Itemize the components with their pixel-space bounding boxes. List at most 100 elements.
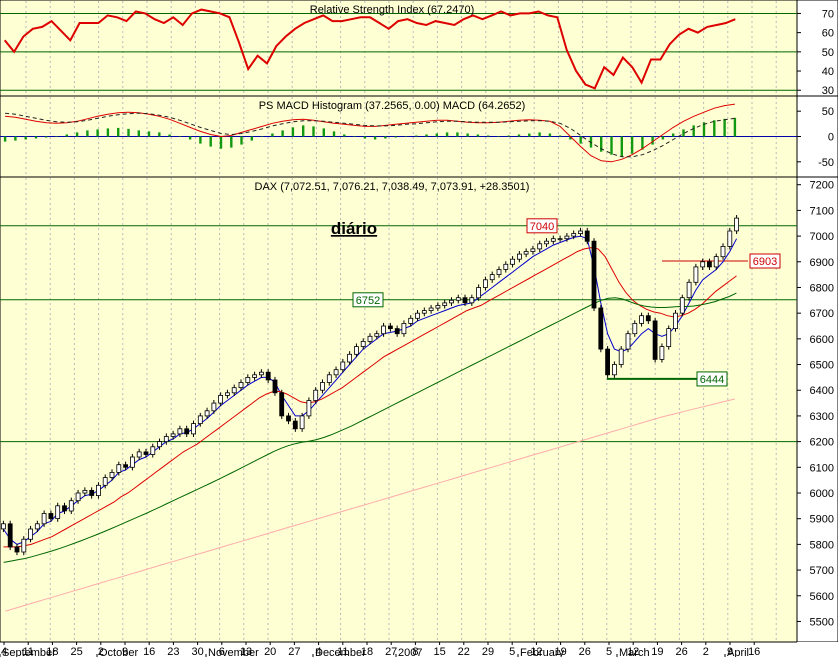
candlestick — [286, 415, 291, 422]
macd-histogram-bar — [291, 127, 295, 137]
x-tick-label: 26 — [579, 646, 591, 657]
candlestick — [652, 320, 658, 360]
candlestick — [89, 489, 95, 496]
macd-histogram-bar — [723, 118, 726, 137]
candlestick — [374, 333, 380, 337]
candlestick — [564, 235, 570, 240]
panel-title: Relative Strength Index (67.2470) — [310, 4, 475, 16]
y-tick-label: 6500 — [810, 360, 834, 372]
macd-histogram-bar — [373, 136, 377, 140]
x-tick-label: 11 — [337, 646, 348, 657]
candlestick — [299, 415, 305, 430]
candlestick — [598, 307, 604, 350]
candlestick — [306, 400, 312, 417]
level-label: 6444 — [700, 374, 724, 386]
candlestick — [421, 310, 427, 314]
macd-histogram-bar — [45, 136, 48, 138]
candlestick — [544, 240, 549, 245]
candlestick — [109, 471, 115, 478]
level-label-box — [352, 292, 384, 308]
x-tick-label: 27 — [288, 646, 300, 657]
x-tick-label: 15 — [433, 646, 445, 657]
macd-histogram-bar — [672, 133, 675, 137]
candlestick — [639, 315, 644, 324]
macd-histogram-bar — [147, 131, 151, 137]
macd-histogram-bar — [620, 136, 623, 157]
dax-plot-area — [0, 176, 798, 643]
candlestick — [326, 374, 332, 383]
x-month-label: September — [2, 647, 56, 657]
candlestick — [632, 322, 638, 335]
candlestick — [401, 322, 407, 335]
macd-histogram-bar — [65, 134, 68, 137]
candlestick — [442, 302, 448, 306]
candlestick — [449, 299, 454, 304]
candlestick — [537, 243, 543, 250]
macd-histogram-bar — [178, 136, 182, 137]
y-tick-label: 60 — [822, 28, 834, 40]
candlestick — [191, 423, 196, 435]
candlestick — [143, 451, 149, 455]
macd-histogram-bar — [445, 132, 449, 137]
y-tick-label: 5700 — [810, 565, 834, 577]
y-tick-label: 7000 — [810, 231, 834, 243]
macd-histogram-bar — [661, 136, 665, 140]
candlestick — [673, 312, 678, 330]
candlestick — [612, 364, 617, 376]
y-tick-label: 6600 — [810, 334, 834, 346]
x-tick-label: 19 — [554, 646, 566, 657]
candlestick — [517, 253, 522, 260]
macd-histogram-bar — [271, 133, 274, 137]
x-tick-label: 25 — [70, 646, 82, 657]
x-month-label: November — [208, 647, 259, 657]
candlestick — [360, 340, 366, 347]
candlestick — [727, 230, 733, 247]
macd-histogram-bar — [86, 130, 89, 137]
candlestick — [48, 513, 54, 519]
macd-histogram-bar — [96, 129, 99, 137]
rsi-axis-area — [796, 0, 838, 97]
x-tick-label: 9 — [727, 646, 733, 657]
x-tick-label: 4 — [1, 646, 7, 657]
candlestick — [157, 441, 162, 448]
macd-histogram-bar — [651, 136, 654, 145]
candlestick — [591, 240, 597, 309]
candlestick — [510, 258, 516, 265]
candlestick — [82, 489, 88, 494]
candlestick — [455, 297, 461, 301]
macd-histogram-bar — [630, 136, 634, 154]
candlestick — [693, 266, 699, 283]
candlestick — [734, 217, 739, 232]
macd-histogram-bar — [517, 134, 521, 137]
x-tick-label: 6 — [219, 646, 225, 657]
macd-histogram-bar — [435, 133, 438, 137]
candlestick — [605, 348, 610, 376]
x-tick-label: 16 — [748, 646, 760, 657]
candlestick — [408, 317, 414, 324]
y-tick-label: 5500 — [810, 616, 834, 628]
candlestick — [272, 379, 278, 394]
macd-histogram-bar — [199, 136, 202, 144]
macd-histogram-bar — [558, 135, 562, 137]
candlestick — [645, 315, 651, 322]
x-tick-label: 2 — [703, 646, 709, 657]
y-tick-label: 40 — [822, 66, 834, 78]
macd-histogram-bar — [106, 128, 110, 137]
macd-histogram-bar — [343, 134, 346, 137]
level-label: 6903 — [753, 256, 777, 268]
macd-histogram-bar — [538, 132, 541, 137]
macd-histogram-bar — [24, 136, 27, 140]
macd-histogram-bar — [713, 120, 716, 137]
y-tick-label: -50 — [818, 157, 834, 169]
panel-title: PS MACD Histogram (37.2565, 0.00) MACD (… — [259, 100, 526, 112]
macd-histogram-bar — [260, 136, 264, 137]
x-tick-label: 26 — [675, 646, 687, 657]
candlestick — [618, 348, 624, 365]
macd-histogram-bar — [127, 128, 130, 137]
x-tick-label: 9 — [122, 646, 128, 657]
y-tick-label: 50 — [822, 106, 834, 118]
x-tick-label: 12 — [627, 646, 639, 657]
macd-histogram-bar — [569, 136, 572, 140]
x-tick-label: 12 — [530, 646, 542, 657]
